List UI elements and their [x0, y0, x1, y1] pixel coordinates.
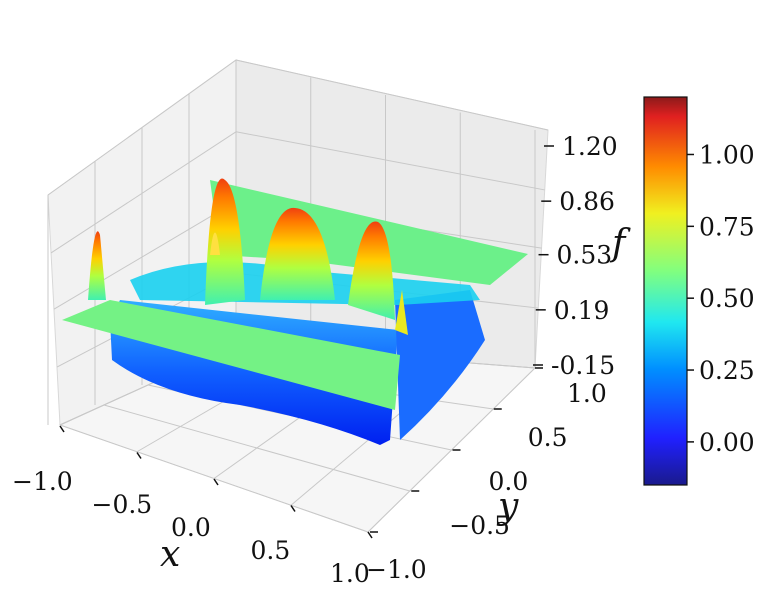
z-axis-label: f [609, 223, 631, 264]
z-tick-label: -0.15 [551, 351, 615, 380]
colorbar-gradient [643, 96, 688, 486]
z-tick-label: 1.20 [562, 132, 618, 161]
x-tick-label: 0.0 [171, 513, 211, 542]
x-tick-mark [213, 478, 219, 486]
grid-line [367, 367, 536, 533]
colorbar-tick-label: 0.50 [699, 284, 755, 313]
grid-line [53, 201, 237, 310]
y-tick-label: −0.5 [449, 511, 510, 540]
x-tick-mark [136, 452, 142, 459]
surface-peak-left [88, 231, 106, 300]
grid-line [235, 131, 545, 191]
x-tick-label: 0.5 [251, 536, 291, 565]
x-ticks: −1.0 −0.5 0.0 0.5 1.0 [12, 425, 373, 588]
surface [62, 178, 528, 445]
x-tick-mark [59, 425, 65, 433]
grid-line [47, 59, 237, 196]
y-tick-label: 1.0 [567, 379, 607, 408]
z-tick-label: 0.53 [557, 241, 613, 270]
z-tick-label: 0.86 [559, 187, 615, 216]
y-axis-label: y [496, 486, 519, 527]
colorbar: 0.00 0.25 0.50 0.75 1.00 [643, 96, 755, 486]
grid-line [50, 131, 237, 254]
surface-spike-right [395, 290, 408, 335]
x-axis-label: x [160, 534, 180, 575]
x-tick-label: −1.0 [12, 467, 73, 496]
y-tick-label: 0.5 [528, 423, 568, 452]
x-tick-label: 1.0 [330, 559, 370, 588]
y-ticks: −1.0 −0.5 0.0 0.5 1.0 [366, 367, 607, 584]
surface-peak-2 [260, 207, 335, 300]
surface-spike-top [210, 232, 220, 255]
z-tick-label: 0.19 [554, 296, 610, 325]
colorbar-tick-label: 0.75 [699, 212, 755, 241]
surface-basin-side [395, 290, 485, 440]
surface-peak-3 [348, 221, 395, 320]
colorbar-tick-label: 0.25 [699, 356, 755, 385]
colorbar-tick-label: 1.00 [699, 140, 755, 169]
x-tick-label: −0.5 [92, 490, 153, 519]
grid-line [235, 59, 549, 131]
surface-plateau-front [62, 300, 400, 410]
x-tick-mark [367, 531, 373, 539]
z-ticks: -0.15 0.19 0.53 0.86 1.20 [533, 132, 618, 380]
colorbar-tick-label: 0.00 [699, 428, 755, 457]
surface-peak-1 [205, 178, 245, 305]
y-tick-label: 0.0 [489, 467, 529, 496]
colorbar-ticks: 0.00 0.25 0.50 0.75 1.00 [687, 140, 755, 457]
x-tick-mark [290, 505, 296, 512]
y-tick-label: −1.0 [366, 555, 427, 584]
